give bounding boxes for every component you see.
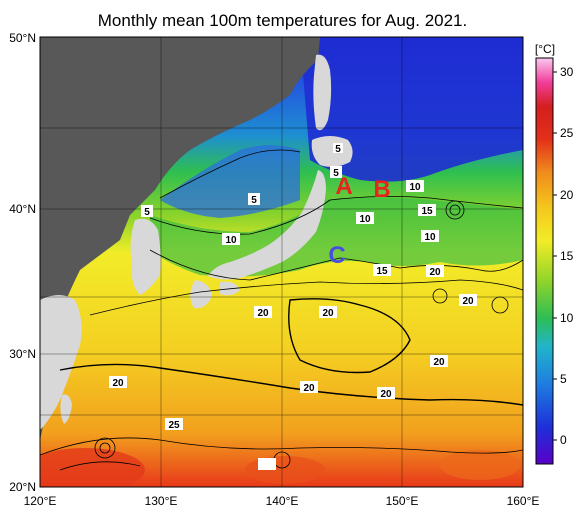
- map-area: [40, 37, 523, 487]
- contour-value-labels: 5 5 5 5 10 10 10 10 15 15 20 20 20 20 20…: [109, 143, 477, 470]
- japan-sea-region: [160, 145, 300, 218]
- contour-label: 20: [433, 357, 445, 368]
- colorbar: [°C] 30 25 20 15 10 5 0: [535, 42, 574, 465]
- contour-label: 20: [429, 267, 441, 278]
- contour-label: 20: [112, 378, 124, 389]
- colorbar-tick: 0: [560, 433, 567, 447]
- sakhalin-island: [313, 54, 332, 131]
- contour-label: 20: [303, 383, 315, 394]
- colorbar-tick: 15: [560, 249, 574, 263]
- contour-label: 15: [421, 206, 433, 217]
- colorbar-tick: 5: [560, 372, 567, 386]
- contour-label: 5: [144, 207, 150, 218]
- cold-water-region: [300, 37, 523, 182]
- lon-tick: 150°E: [386, 494, 419, 508]
- map-frame: [39, 36, 524, 488]
- colorbar-tick: 10: [560, 311, 574, 325]
- contour-label: 20: [462, 296, 474, 307]
- contour-label: 20: [380, 389, 392, 400]
- contour-label: 10: [359, 214, 371, 225]
- lat-tick: 40°N: [9, 202, 36, 216]
- map-title: Monthly mean 100m temperatures for Aug. …: [97, 11, 468, 30]
- warm-patch: [40, 448, 145, 487]
- asia-landmass: [40, 37, 320, 440]
- colorbar-tick: 30: [560, 65, 574, 79]
- lon-tick: 130°E: [145, 494, 178, 508]
- contour-label: 5: [333, 168, 339, 179]
- taiwan-island: [60, 394, 72, 424]
- green-transition-band: [150, 197, 523, 277]
- lon-tick: 140°E: [266, 494, 299, 508]
- lon-tick: 160°E: [507, 494, 540, 508]
- contour-label: 25: [168, 420, 180, 431]
- kyushu-island: [190, 280, 212, 309]
- lat-tick: 50°N: [9, 31, 36, 45]
- graticule: [40, 37, 523, 487]
- warm-patch: [245, 456, 325, 484]
- region-label-c: C: [328, 242, 345, 269]
- contour-label: 5: [335, 144, 341, 155]
- colorbar-gradient: [535, 57, 554, 465]
- hokkaido-island: [311, 136, 353, 167]
- region-label-a: A: [335, 173, 352, 200]
- contour-label: 20: [257, 308, 269, 319]
- lat-tick-labels: 50°N 40°N 30°N 20°N: [9, 31, 36, 494]
- contour-label: 10: [424, 232, 436, 243]
- contour-label: 20: [322, 308, 334, 319]
- lon-tick-labels: 120°E 130°E 140°E 150°E 160°E: [24, 494, 540, 508]
- lon-tick: 120°E: [24, 494, 57, 508]
- colorbar-tick: 20: [560, 188, 574, 202]
- honshu-island: [208, 170, 326, 280]
- lat-tick: 20°N: [9, 480, 36, 494]
- korean-peninsula: [130, 218, 161, 295]
- warm-patch: [440, 450, 520, 480]
- contour-lines: [40, 149, 523, 471]
- contour-label: 10: [409, 182, 421, 193]
- colorbar-tick: 25: [560, 126, 574, 140]
- contour-label: 15: [376, 266, 388, 277]
- contour-label: 10: [225, 235, 237, 246]
- lat-tick: 30°N: [9, 347, 36, 361]
- contour-label: 5: [251, 195, 257, 206]
- colorbar-unit: [°C]: [535, 42, 555, 56]
- china-coast: [40, 295, 82, 430]
- region-label-b: B: [373, 176, 390, 203]
